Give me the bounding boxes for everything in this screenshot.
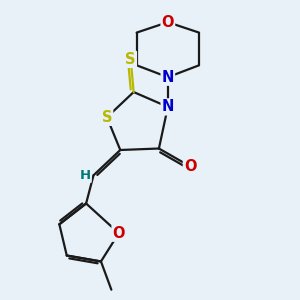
Text: N: N: [162, 99, 174, 114]
Text: O: O: [112, 226, 125, 241]
Text: N: N: [162, 70, 174, 85]
Text: O: O: [184, 159, 197, 174]
Text: O: O: [162, 15, 174, 30]
Text: S: S: [125, 52, 136, 67]
Text: S: S: [102, 110, 112, 125]
Text: H: H: [80, 169, 91, 182]
